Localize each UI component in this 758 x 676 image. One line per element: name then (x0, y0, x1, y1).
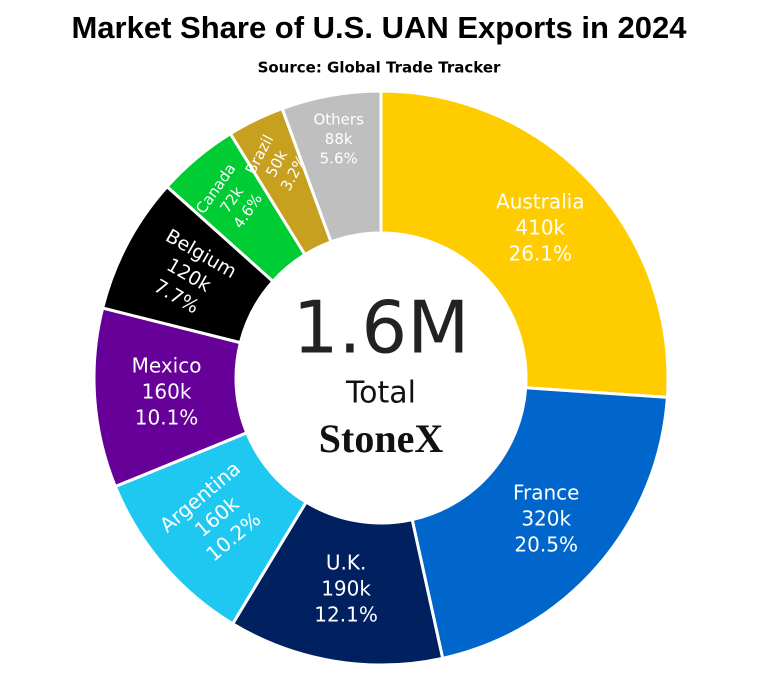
donut-slice (379, 89, 670, 399)
volume-label: 410k (515, 216, 565, 240)
brand-logo: StoneX (319, 416, 444, 461)
value-label: 10.1% (135, 406, 199, 430)
category-label: U.K. (326, 551, 366, 575)
category-label: France (513, 481, 580, 505)
value-label: 5.6% (320, 150, 358, 168)
donut-slice (230, 500, 445, 667)
volume-label: 320k (521, 507, 571, 531)
volume-label: 88k (325, 130, 353, 148)
category-label: Others (313, 111, 364, 129)
total-value: 1.6M (293, 286, 470, 370)
total-caption: Total (345, 376, 416, 411)
chart-subtitle: Source: Global Trade Tracker (258, 59, 501, 77)
value-label: 12.1% (314, 603, 378, 627)
category-label: Mexico (132, 354, 202, 378)
volume-label: 190k (321, 577, 371, 601)
volume-label: 160k (142, 380, 192, 404)
category-label: Australia (496, 190, 584, 214)
donut-slice (280, 89, 383, 244)
value-label: 26.1% (508, 242, 572, 266)
donut-slice (410, 386, 669, 661)
value-label: 20.5% (514, 533, 578, 557)
chart-title: Market Share of U.S. UAN Exports in 2024 (71, 10, 687, 45)
